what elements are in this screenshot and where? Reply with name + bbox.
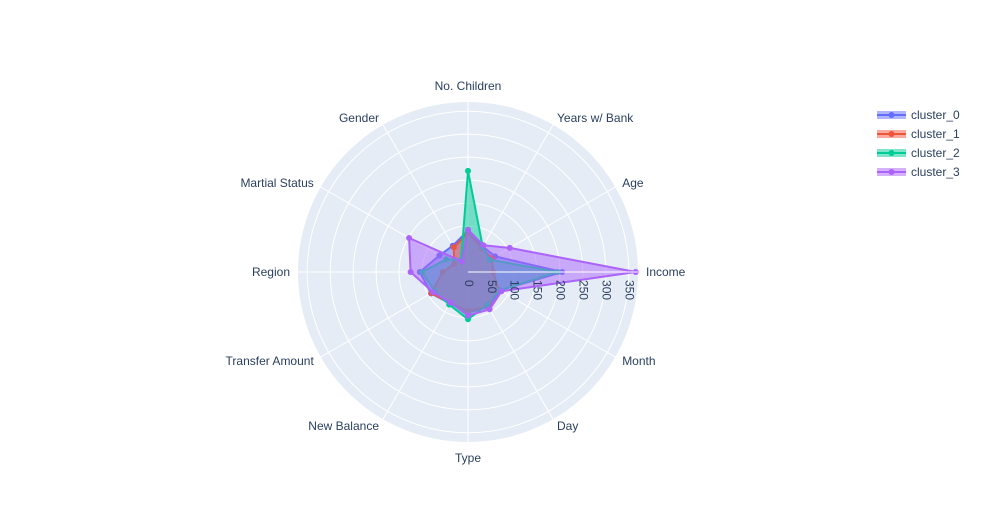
data-point [465, 167, 471, 174]
data-point [450, 244, 457, 251]
legend-label: cluster_2 [911, 146, 960, 160]
legend-label: cluster_0 [911, 108, 960, 122]
angular-axis-label: New Balance [308, 419, 379, 433]
data-point [465, 226, 471, 233]
radial-tick-labels: 0 50 100 150 200 250 300 350 [462, 271, 638, 300]
legend-label: cluster_1 [911, 127, 960, 141]
data-point [506, 244, 513, 251]
legend-marker [888, 112, 895, 118]
angular-axis-label: Years w/ Bank [557, 111, 634, 125]
radial-tick-label: 100 [508, 280, 522, 300]
legend-marker [888, 169, 895, 175]
angular-axis-label: Martial Status [240, 176, 313, 190]
radial-tick-label: 200 [554, 280, 568, 300]
legend-item: cluster_3 [877, 165, 960, 179]
angular-axis-label: Age [622, 176, 644, 190]
angular-axis-label: Month [622, 354, 655, 368]
angular-axis-label: Region [252, 265, 290, 279]
legend-item: cluster_1 [877, 127, 960, 141]
legend-marker [888, 131, 895, 137]
series-cluster_3 [406, 226, 639, 319]
radial-tick-label: 300 [600, 280, 614, 300]
radial-tick-label: 350 [623, 280, 637, 300]
data-point [407, 269, 414, 275]
radial-tick-label: 150 [531, 280, 545, 300]
legend-item: cluster_0 [877, 108, 960, 122]
radial-tick-label: 250 [577, 280, 591, 300]
radial-tick-label: 0 [462, 280, 476, 287]
legend-item: cluster_2 [877, 146, 960, 160]
data-point [498, 288, 505, 295]
legend-marker [888, 150, 895, 156]
data-point [458, 258, 465, 265]
angular-axis-labels: Income Age Years w/ Bank No. Children Gender… [226, 79, 686, 465]
data-point [465, 312, 471, 319]
data-point [447, 299, 454, 306]
data-point [480, 242, 487, 249]
data-point [430, 289, 436, 296]
angular-axis-label: No. Children [435, 79, 502, 93]
data-point [406, 235, 413, 241]
angular-axis-label: Day [557, 419, 578, 433]
legend: cluster_0 cluster_1 cluster_2 cluster_3 [877, 108, 960, 179]
angular-axis-label: Transfer Amount [226, 354, 315, 368]
angular-axis-label: Gender [339, 111, 379, 125]
angular-axis-label: Type [455, 451, 481, 465]
angular-axis-label: Income [646, 265, 686, 279]
legend-label: cluster_3 [911, 165, 960, 179]
data-point [486, 306, 493, 313]
radial-tick-label: 50 [485, 280, 499, 294]
